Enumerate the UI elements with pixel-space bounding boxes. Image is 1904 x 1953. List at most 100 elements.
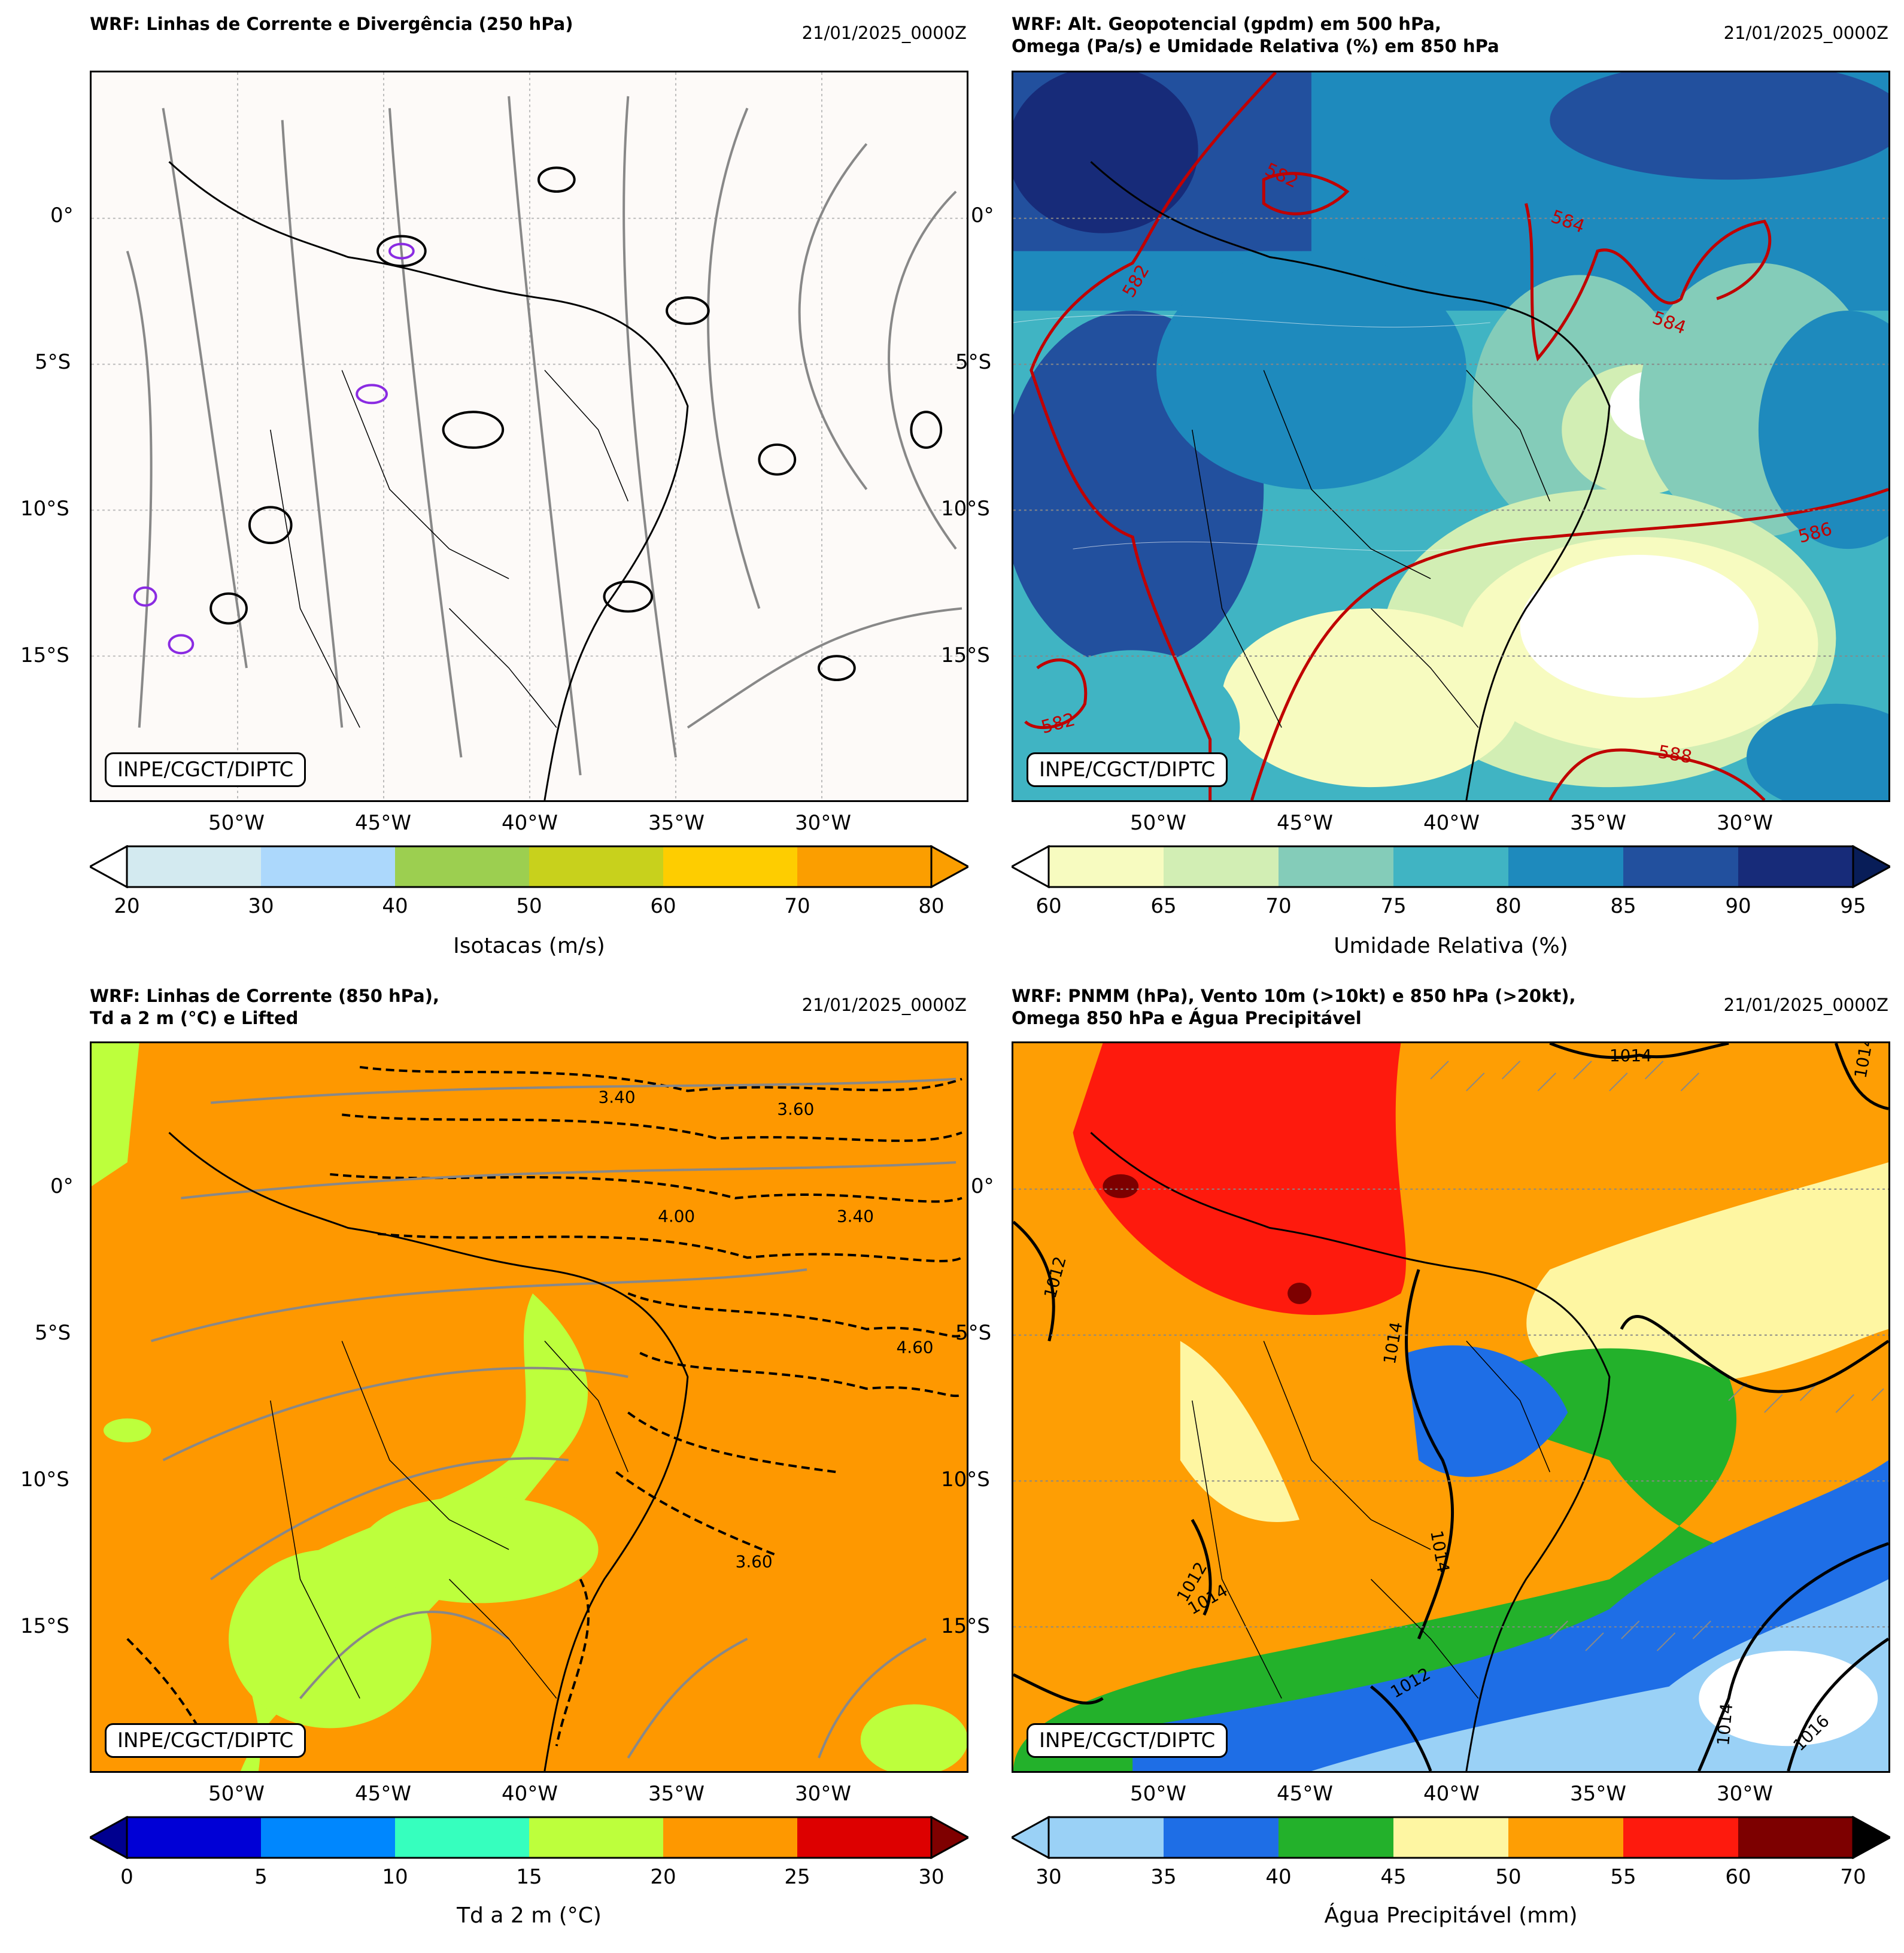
colorbar: 0 5 10 15 20 25 30 — [90, 1816, 968, 1889]
colorbar-tick: 35 — [1150, 1865, 1177, 1889]
colorbar-swatch — [1049, 846, 1164, 887]
colorbar-label: Td a 2 m (°C) — [457, 1903, 602, 1928]
map-layer: 3.40 3.60 4.00 3.40 4.60 3.60 — [92, 1043, 967, 1771]
colorbar-swatch — [663, 846, 797, 887]
lat-label: 5°S — [35, 350, 71, 374]
lon-label: 45°W — [1277, 811, 1333, 835]
colorbar-swatch — [529, 846, 663, 887]
colorbar-extend-high — [930, 1816, 968, 1859]
colorbar-swatch — [1508, 846, 1623, 887]
colorbar-tick: 5 — [254, 1865, 268, 1889]
colorbar-tick: 55 — [1610, 1865, 1636, 1889]
colorbar-tick: 60 — [1725, 1865, 1751, 1889]
colorbar-swatch — [1164, 846, 1279, 887]
colorbar-swatch — [1279, 1817, 1393, 1858]
lon-label: 50°W — [1130, 1782, 1186, 1806]
colorbar-swatch — [1164, 1817, 1279, 1858]
colorbar-swatch — [1623, 846, 1738, 887]
credit-tag: INPE/CGCT/DIPTC — [1027, 1723, 1228, 1758]
colorbar-label: Isotacas (m/s) — [453, 934, 605, 958]
lon-label: 40°W — [1423, 1782, 1480, 1806]
lat-label: 15°S — [20, 1614, 69, 1638]
credit-tag: INPE/CGCT/DIPTC — [105, 1723, 306, 1758]
colorbar-graphic — [90, 845, 968, 888]
lon-label: 40°W — [502, 1782, 558, 1806]
colorbar-tick: 70 — [784, 894, 810, 918]
lat-label: 10°S — [20, 1468, 69, 1492]
lon-label: 35°W — [1570, 811, 1626, 835]
colorbar-swatch — [1049, 1817, 1164, 1858]
lat-label: 10°S — [941, 497, 990, 521]
map-layer — [92, 72, 967, 800]
colorbar-tick: 40 — [382, 894, 408, 918]
colorbar-tick: 65 — [1150, 894, 1177, 918]
svg-text:3.60: 3.60 — [777, 1099, 814, 1119]
colorbar-label: Água Precipitável (mm) — [1324, 1903, 1578, 1928]
colorbar: 20 30 40 50 60 70 80 — [90, 845, 968, 918]
colorbar-swatch — [127, 846, 261, 887]
colorbar-tick: 30 — [248, 894, 274, 918]
lat-label: 0° — [50, 203, 74, 227]
colorbar-tick: 90 — [1725, 894, 1751, 918]
colorbar-tick: 70 — [1265, 894, 1292, 918]
map-layer: 582 582 584 584 586 588 582 — [1013, 72, 1888, 800]
lon-label: 35°W — [1570, 1782, 1626, 1806]
credit-tag: INPE/CGCT/DIPTC — [105, 752, 306, 787]
colorbar-swatch — [1393, 1817, 1508, 1858]
colorbar-swatch — [797, 1817, 931, 1858]
colorbar-swatch — [395, 1817, 529, 1858]
lat-label: 10°S — [941, 1468, 990, 1492]
colorbar-swatch — [127, 1817, 261, 1858]
colorbar-tick: 75 — [1380, 894, 1407, 918]
svg-text:1014: 1014 — [1610, 1046, 1652, 1065]
map-plot[interactable]: 582 582 584 584 586 588 582 INPE/CGCT/DI… — [1012, 71, 1890, 802]
svg-text:3.40: 3.40 — [599, 1088, 636, 1107]
colorbar-swatch — [663, 1817, 797, 1858]
colorbar-extend-low — [90, 1816, 128, 1859]
lat-label: 10°S — [20, 497, 69, 521]
lon-label: 40°W — [502, 811, 558, 835]
colorbar-tick: 10 — [382, 1865, 408, 1889]
colorbar-tick: 80 — [918, 894, 945, 918]
svg-text:4.00: 4.00 — [658, 1207, 695, 1226]
colorbar-swatch — [529, 1817, 663, 1858]
lat-label: 15°S — [20, 643, 69, 667]
colorbar-tick: 25 — [784, 1865, 810, 1889]
colorbar-graphic — [1012, 845, 1890, 888]
colorbar-extend-high — [930, 845, 968, 888]
svg-text:1014: 1014 — [1851, 1043, 1878, 1080]
colorbar-tick: 15 — [516, 1865, 542, 1889]
credit-tag: INPE/CGCT/DIPTC — [1027, 752, 1228, 787]
map-layer: 1014 1012 1014 1014 1012 1014 1012 1014 … — [1013, 1043, 1888, 1771]
colorbar-tick: 30 — [1035, 1865, 1062, 1889]
colorbar-tick: 40 — [1265, 1865, 1292, 1889]
panel-title: WRF: PNMM (hPa), Vento 10m (>10kt) e 850… — [1012, 986, 1576, 1028]
colorbar-extend-high — [1852, 1816, 1890, 1859]
panel-title: WRF: Alt. Geopotencial (gpdm) em 500 hPa… — [1012, 14, 1499, 56]
lon-label: 50°W — [208, 811, 265, 835]
colorbar: 30 35 40 45 50 55 60 70 — [1012, 1816, 1890, 1889]
svg-text:1014: 1014 — [1713, 1702, 1736, 1746]
colorbar-extend-low — [90, 845, 128, 888]
svg-text:3.60: 3.60 — [736, 1552, 773, 1572]
panel-title: WRF: Linhas de Corrente e Divergência (2… — [90, 14, 573, 34]
lon-label: 40°W — [1423, 811, 1480, 835]
svg-text:3.40: 3.40 — [837, 1207, 874, 1226]
lon-label: 50°W — [1130, 811, 1186, 835]
lon-label: 30°W — [795, 1782, 851, 1806]
colorbar-tick: 60 — [650, 894, 676, 918]
colorbar-swatch — [395, 846, 529, 887]
map-plot[interactable]: INPE/CGCT/DIPTC — [90, 71, 968, 802]
colorbar-label: Umidade Relativa (%) — [1334, 934, 1568, 958]
panel-date: 21/01/2025_0000Z — [1723, 23, 1888, 43]
colorbar-tick: 30 — [918, 1865, 945, 1889]
map-plot[interactable]: 3.40 3.60 4.00 3.40 4.60 3.60 INPE/CGCT — [90, 1041, 968, 1773]
panel-title: WRF: Linhas de Corrente (850 hPa), Td a … — [90, 986, 439, 1028]
colorbar-tick: 50 — [516, 894, 542, 918]
lat-label: 5°S — [955, 1321, 992, 1345]
colorbar-swatch — [261, 846, 395, 887]
map-plot[interactable]: 1014 1012 1014 1014 1012 1014 1012 1014 … — [1012, 1041, 1890, 1773]
colorbar-tick: 80 — [1495, 894, 1522, 918]
lon-label: 30°W — [795, 811, 851, 835]
panel-date: 21/01/2025_0000Z — [801, 995, 967, 1015]
